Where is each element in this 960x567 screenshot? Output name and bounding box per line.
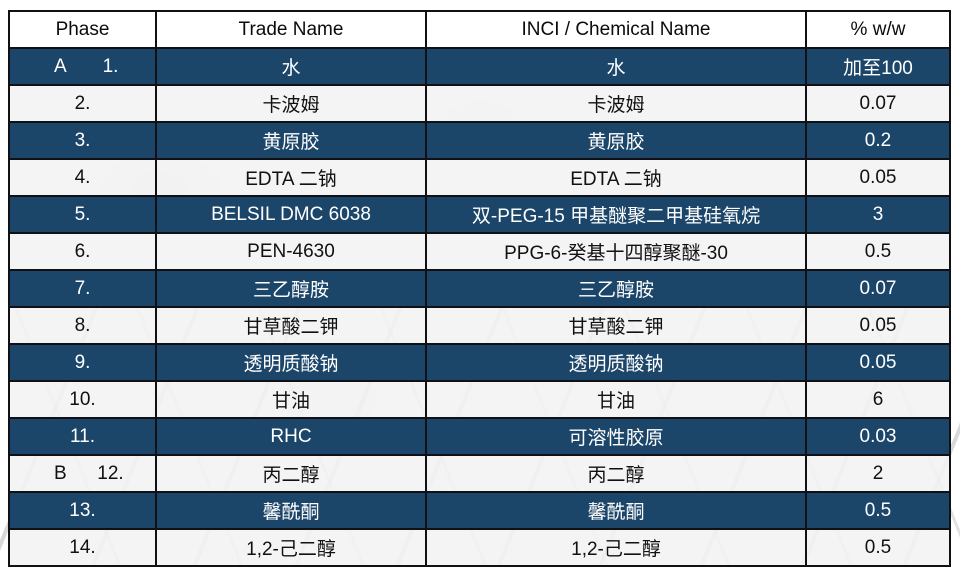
phase-cell: 11. [8,417,157,456]
ingredient-number: 10. [69,388,96,410]
ingredient-number: 6. [74,240,91,262]
trade-name-cell: 甘草酸二钾 [155,306,427,345]
trade-name-cell: 1,2-己二醇 [155,528,427,567]
inci-name-cell: 馨酰酮 [425,491,807,530]
percent-ww-cell: 加至100 [805,47,951,86]
percent-ww-cell: 2 [805,454,951,493]
percent-ww-cell: 3 [805,195,951,234]
phase-cell: 10. [8,380,157,419]
percent-ww-cell: 6 [805,380,951,419]
table-row: 13. 馨酰酮 馨酰酮 0.5 [8,491,951,530]
phase-cell: 7. [8,269,157,308]
table-row: 11. RHC 可溶性胶原 0.03 [8,417,951,456]
table-row: 5. BELSIL DMC 6038 双-PEG-15 甲基醚聚二甲基硅氧烷 3 [8,195,951,234]
ingredient-number: 13. [69,499,96,521]
percent-ww-cell: 0.5 [805,528,951,567]
inci-name-cell: 三乙醇胺 [425,269,807,308]
percent-ww-cell: 0.07 [805,269,951,308]
trade-name-cell: BELSIL DMC 6038 [155,195,427,234]
column-header-inci-chemical-name: INCI / Chemical Name [425,10,807,49]
inci-name-cell: 可溶性胶原 [425,417,807,456]
percent-ww-cell: 0.03 [805,417,951,456]
ingredient-number: 8. [74,314,91,336]
inci-name-cell: PPG-6-癸基十四醇聚醚-30 [425,232,807,271]
trade-name-cell: 甘油 [155,380,427,419]
table-row: 3. 黄原胶 黄原胶 0.2 [8,121,951,160]
trade-name-cell: RHC [155,417,427,456]
header-row: Phase Trade Name INCI / Chemical Name % … [8,10,951,49]
trade-name-cell: PEN-4630 [155,232,427,271]
phase-cell: 5. [8,195,157,234]
inci-name-cell: 卡波姆 [425,84,807,123]
table-row: 14. 1,2-己二醇 1,2-己二醇 0.5 [8,528,951,567]
inci-name-cell: EDTA 二钠 [425,158,807,197]
table-row: 4. EDTA 二钠 EDTA 二钠 0.05 [8,158,951,197]
inci-name-cell: 双-PEG-15 甲基醚聚二甲基硅氧烷 [425,195,807,234]
trade-name-cell: 水 [155,47,427,86]
ingredient-number: 9. [74,351,91,373]
phase-cell: B 12. [8,454,157,493]
inci-name-cell: 透明质酸钠 [425,343,807,382]
column-header-percent-ww: % w/w [805,10,951,49]
table-row: B 12. 丙二醇 丙二醇 2 [8,454,951,493]
phase-cell: A 1. [8,47,157,86]
table-row: 10. 甘油 甘油 6 [8,380,951,419]
inci-name-cell: 黄原胶 [425,121,807,160]
ingredient-number: 5. [74,203,91,225]
column-header-phase: Phase [8,10,157,49]
trade-name-cell: 卡波姆 [155,84,427,123]
table-row: 6. PEN-4630 PPG-6-癸基十四醇聚醚-30 0.5 [8,232,951,271]
phase-cell: 6. [8,232,157,271]
percent-ww-cell: 0.05 [805,343,951,382]
phase-cell: 4. [8,158,157,197]
table-row: 8. 甘草酸二钾 甘草酸二钾 0.05 [8,306,951,345]
trade-name-cell: EDTA 二钠 [155,158,427,197]
inci-name-cell: 1,2-己二醇 [425,528,807,567]
ingredient-number: 14. [69,536,96,558]
table-row: 2. 卡波姆 卡波姆 0.07 [8,84,951,123]
ingredient-number: 1. [102,55,119,77]
phase-cell: 13. [8,491,157,530]
ingredient-number: 3. [74,129,91,151]
percent-ww-cell: 0.5 [805,491,951,530]
inci-name-cell: 甘油 [425,380,807,419]
percent-ww-cell: 0.07 [805,84,951,123]
phase-cell: 8. [8,306,157,345]
percent-ww-cell: 0.5 [805,232,951,271]
ingredient-number: 4. [74,166,91,188]
ingredient-number: 11. [69,425,95,447]
table-row: 9. 透明质酸钠 透明质酸钠 0.05 [8,343,951,382]
phase-cell: 2. [8,84,157,123]
trade-name-cell: 丙二醇 [155,454,427,493]
phase-cell: 14. [8,528,157,567]
phase-cell: 3. [8,121,157,160]
trade-name-cell: 透明质酸钠 [155,343,427,382]
trade-name-cell: 黄原胶 [155,121,427,160]
phase-letter: A [54,55,67,77]
phase-cell: 9. [8,343,157,382]
ingredient-number: 7. [74,277,91,299]
percent-ww-cell: 0.2 [805,121,951,160]
table-row: 7. 三乙醇胺 三乙醇胺 0.07 [8,269,951,308]
inci-name-cell: 丙二醇 [425,454,807,493]
trade-name-cell: 三乙醇胺 [155,269,427,308]
table-row: A 1. 水水加至100 [8,47,951,86]
ingredient-number: 2. [74,92,91,114]
trade-name-cell: 馨酰酮 [155,491,427,530]
percent-ww-cell: 0.05 [805,158,951,197]
percent-ww-cell: 0.05 [805,306,951,345]
column-header-trade-name: Trade Name [155,10,427,49]
phase-letter: B [54,462,67,484]
ingredient-number: 12. [97,462,124,484]
inci-name-cell: 甘草酸二钾 [425,306,807,345]
formulation-table: Phase Trade Name INCI / Chemical Name % … [8,10,951,567]
inci-name-cell: 水 [425,47,807,86]
